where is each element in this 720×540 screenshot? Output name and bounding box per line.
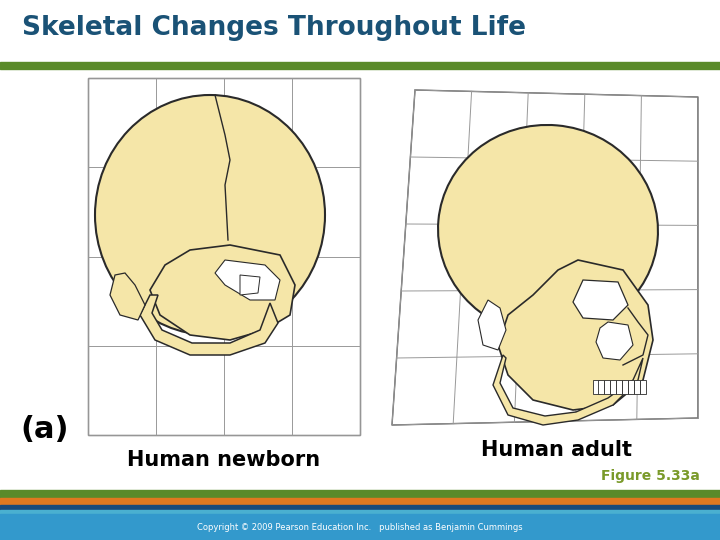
Bar — [634, 380, 639, 394]
Polygon shape — [392, 90, 698, 425]
Text: Human adult: Human adult — [481, 440, 632, 460]
Text: Figure 5.33a: Figure 5.33a — [601, 469, 700, 483]
Polygon shape — [478, 300, 506, 350]
Bar — [0, 62, 720, 69]
Bar — [604, 380, 611, 394]
Text: Copyright © 2009 Pearson Education Inc.   published as Benjamin Cummings: Copyright © 2009 Pearson Education Inc. … — [197, 523, 523, 531]
Bar — [0, 514, 720, 540]
Bar — [0, 505, 720, 510]
Polygon shape — [573, 280, 628, 320]
Bar — [598, 380, 604, 394]
Text: Human newborn: Human newborn — [127, 450, 320, 470]
Polygon shape — [140, 295, 278, 355]
Polygon shape — [240, 275, 260, 295]
Ellipse shape — [95, 95, 325, 335]
Bar — [610, 380, 616, 394]
Bar — [622, 380, 628, 394]
Bar — [593, 380, 598, 394]
Polygon shape — [498, 260, 653, 410]
Polygon shape — [493, 355, 643, 425]
Bar — [616, 380, 622, 394]
Bar — [0, 510, 720, 514]
Polygon shape — [150, 245, 295, 340]
Polygon shape — [110, 273, 145, 320]
Polygon shape — [596, 322, 633, 360]
Text: Skeletal Changes Throughout Life: Skeletal Changes Throughout Life — [22, 15, 526, 41]
Ellipse shape — [438, 125, 658, 335]
Bar — [88, 78, 360, 435]
Bar — [0, 498, 720, 505]
Bar — [639, 380, 646, 394]
Bar — [628, 380, 634, 394]
Text: (a): (a) — [20, 415, 68, 444]
Bar — [0, 490, 720, 498]
Polygon shape — [215, 260, 280, 300]
